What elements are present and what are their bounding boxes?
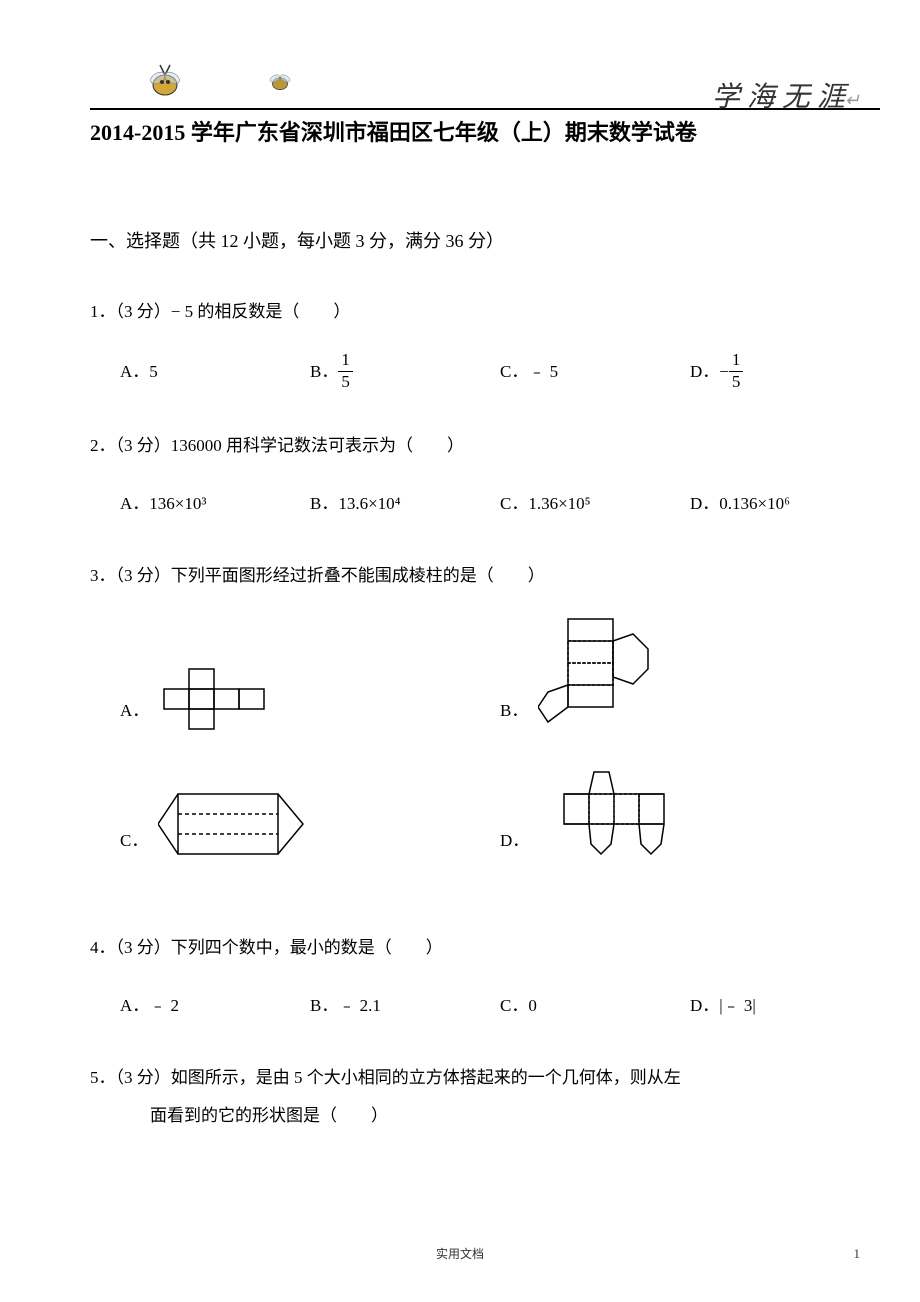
question-5: 5．（3 分）如图所示，是由 5 个大小相同的立方体搭起来的一个几何体，则从左 …: [90, 1059, 880, 1134]
q3-option-b: B．: [500, 614, 880, 734]
q3-figure-b: [538, 614, 668, 734]
footer-text: 实用文档: [0, 1245, 920, 1262]
section-1-header: 一、选择题（共 12 小题，每小题 3 分，满分 36 分）: [90, 227, 880, 253]
q2-option-b: B．13.6×10⁴: [310, 485, 500, 522]
q4-option-d: D．|﹣ 3|: [690, 987, 880, 1024]
q4-option-c: C．0: [500, 987, 690, 1024]
q3-figure-d: [539, 764, 689, 864]
q1-option-c: C．﹣ 5: [500, 350, 690, 392]
q1-option-b: B． 1 5: [310, 350, 500, 392]
q3-text: 3．（3 分）下列平面图形经过折叠不能围成棱柱的是（ ）: [90, 557, 880, 594]
q3-option-a: A．: [120, 614, 500, 734]
q4-text: 4．（3 分）下列四个数中，最小的数是（ ）: [90, 929, 880, 966]
q3-figure-c: [158, 784, 308, 864]
question-2: 2．（3 分）136000 用科学记数法可表示为（ ） A．136×10³ B．…: [90, 427, 880, 522]
question-3: 3．（3 分）下列平面图形经过折叠不能围成棱柱的是（ ） A． B．: [90, 557, 880, 894]
q3-figure-a: [159, 664, 269, 734]
q4-option-b: B．﹣ 2.1: [310, 987, 500, 1024]
q2-text: 2．（3 分）136000 用科学记数法可表示为（ ）: [90, 427, 880, 464]
q2-option-d: D．0.136×10⁶: [690, 485, 880, 522]
q1-text: 1．（3 分）− 5 的相反数是（ ）: [90, 293, 880, 330]
bee-icon-1: [140, 60, 190, 100]
q3-option-c: C．: [120, 764, 500, 864]
q5-line2: 面看到的它的形状图是（ ）: [90, 1097, 880, 1134]
q2-option-c: C．1.36×10⁵: [500, 485, 690, 522]
question-1: 1．（3 分）− 5 的相反数是（ ） A．5 B． 1 5 C．﹣ 5 D． …: [90, 293, 880, 392]
exam-title: 2014-2015 学年广东省深圳市福田区七年级（上）期末数学试卷: [90, 115, 880, 147]
header-motto: 学 海 无 涯↵: [712, 75, 860, 115]
footer-page-number: 1: [854, 1246, 861, 1262]
q4-option-a: A．﹣ 2: [120, 987, 310, 1024]
q1-option-d: D． − 1 5: [690, 350, 880, 392]
q2-option-a: A．136×10³: [120, 485, 310, 522]
q1-option-a: A．5: [120, 350, 310, 392]
q5-line1: 5．（3 分）如图所示，是由 5 个大小相同的立方体搭起来的一个几何体，则从左: [90, 1059, 880, 1096]
bee-icon-2: [260, 65, 300, 95]
q3-option-d: D．: [500, 764, 880, 864]
question-4: 4．（3 分）下列四个数中，最小的数是（ ） A．﹣ 2 B．﹣ 2.1 C．0…: [90, 929, 880, 1024]
